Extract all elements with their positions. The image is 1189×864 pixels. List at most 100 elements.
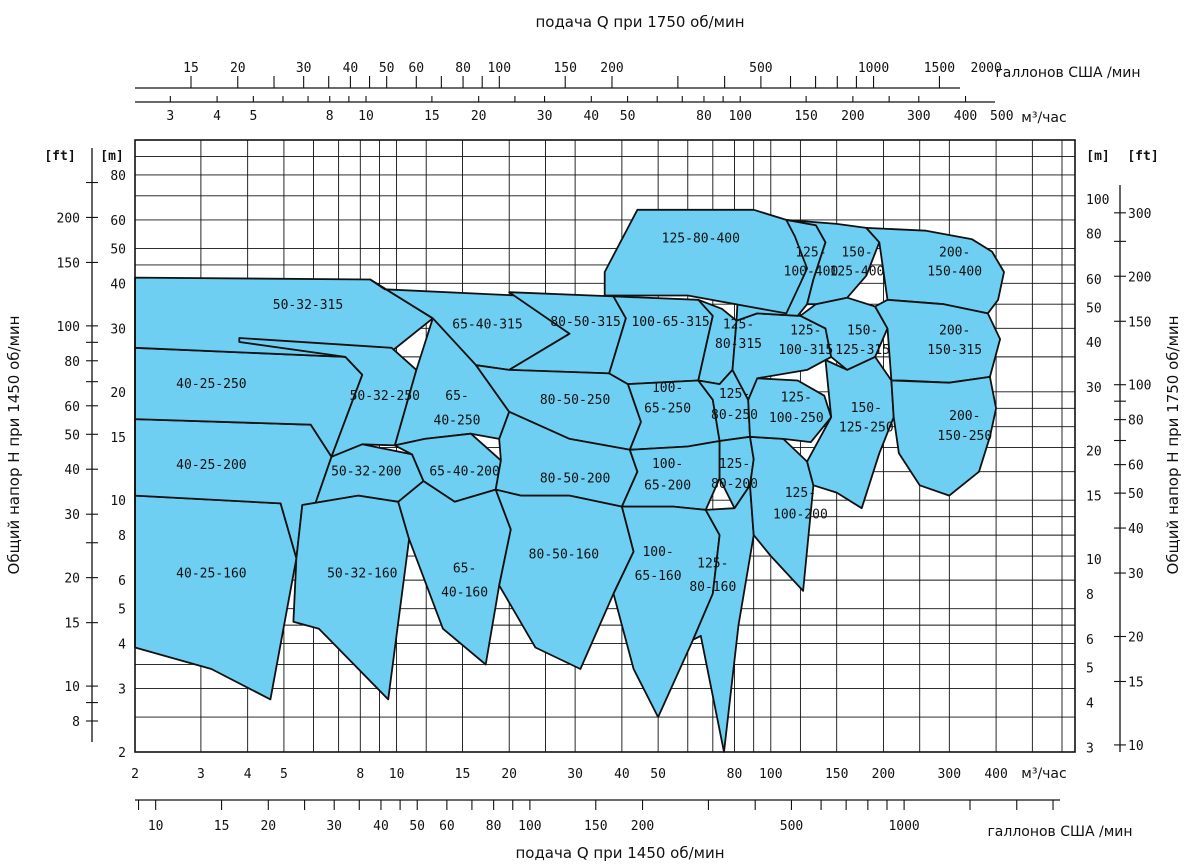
pump-label: 125-315 — [835, 343, 890, 358]
bottom-gpm-tick-label: 10 — [148, 819, 164, 834]
bottom-gpm-tick-label: 80 — [486, 819, 502, 834]
pump-label: 125- — [723, 317, 754, 332]
pump-label: 40-250 — [434, 414, 481, 429]
left-m-tick-label: 20 — [110, 386, 126, 401]
left-m-tick-label: 4 — [118, 638, 126, 653]
left-ft-tick-label: 30 — [64, 508, 80, 523]
right-axis-title: Общий напор H при 1750 об/мин — [1164, 316, 1182, 575]
top-gpm-tick-label: 50 — [379, 61, 395, 76]
top-m3h-tick-label: 80 — [696, 109, 712, 124]
left-ft-tick-label: 15 — [64, 617, 80, 632]
bottom-gpm-tick-label: 200 — [631, 819, 654, 834]
pump-label: 80-50-200 — [540, 472, 610, 487]
bottom-gpm-tick-label: 500 — [780, 819, 803, 834]
pump-label: 80-250 — [711, 408, 758, 423]
top-m3h-tick-label: 200 — [841, 109, 864, 124]
bottom-m3h-tick-label: 30 — [567, 767, 583, 782]
right-m-tick-label: 80 — [1086, 228, 1102, 243]
top-m3h-tick-label: 30 — [537, 109, 553, 124]
top-m3h-unit: м³/час — [1021, 110, 1066, 126]
top-gpm-tick-label: 30 — [296, 61, 312, 76]
right-m-tick-label: 8 — [1086, 588, 1094, 603]
right-ft-tick-label: 15 — [1128, 676, 1144, 691]
left-m-tick-label: 60 — [110, 214, 126, 229]
pump-area-100-65-160 — [612, 505, 721, 718]
pump-label: 65- — [453, 562, 476, 577]
left-m-tick-label: 6 — [118, 574, 126, 589]
bottom-m3h-tick-label: 15 — [455, 767, 471, 782]
bottom-m3h-tick-label: 4 — [244, 767, 252, 782]
pump-label: 100-250 — [769, 411, 824, 426]
left-ft-tick-label: 60 — [64, 400, 80, 415]
top-m3h-tick-label: 40 — [583, 109, 599, 124]
plot-frame — [134, 139, 1076, 753]
top-m3h-tick-label: 50 — [620, 109, 636, 124]
top-m3h-tick-label: 150 — [794, 109, 817, 124]
pump-label: 50-32-160 — [327, 567, 397, 582]
pump-label: 125- — [719, 387, 750, 402]
bottom-axis-title: подача Q при 1450 об/мин — [515, 844, 724, 862]
pump-label: 125-400 — [830, 265, 885, 280]
pump-label: 50-32-250 — [350, 389, 420, 404]
top-m3h-tick-label: 15 — [424, 109, 440, 124]
bottom-gpm-tick-label: 30 — [326, 819, 342, 834]
top-gpm-unit: галлонов США /мин — [995, 65, 1140, 81]
pump-area-50-32-160 — [292, 494, 411, 701]
bottom-gpm-tick-label: 50 — [409, 819, 425, 834]
pump-label: 125-80-400 — [662, 231, 740, 246]
left-ft-tick-label: 80 — [64, 355, 80, 370]
pump-area-125-100-200 — [749, 435, 815, 592]
pump-label: 65-250 — [644, 402, 691, 417]
left-ft-tick-label: 100 — [57, 320, 80, 335]
pump-label: 125- — [781, 391, 812, 406]
bottom-m3h-tick-label: 10 — [389, 767, 405, 782]
bottom-gpm-tick-label: 15 — [214, 819, 230, 834]
pump-label: 125- — [790, 324, 821, 339]
top-m3h-tick-label: 500 — [990, 109, 1013, 124]
right-ft-tick-label: 200 — [1128, 270, 1151, 285]
top-gpm-tick-label: 500 — [749, 61, 772, 76]
pump-label: 200- — [939, 246, 970, 261]
right-m-unit: [m] — [1086, 149, 1109, 164]
pump-label: 80-50-160 — [529, 547, 599, 562]
bottom-gpm-tick-label: 40 — [373, 819, 389, 834]
bottom-m3h-tick-label: 5 — [280, 767, 288, 782]
left-ft-tick-label: 200 — [57, 211, 80, 226]
bottom-m3h-tick-label: 20 — [501, 767, 517, 782]
top-m3h-tick-label: 10 — [358, 109, 374, 124]
pump-labels: 40-25-160 40-25-200 40-25-250 50-32-315 50-3… — [176, 231, 992, 600]
top-gpm-tick-label: 1500 — [924, 61, 955, 76]
left-m-tick-label: 3 — [118, 683, 126, 698]
right-ft-tick-label: 150 — [1128, 315, 1151, 330]
pump-label: 80-315 — [715, 337, 762, 352]
bottom-m3h-tick-label: 40 — [614, 767, 630, 782]
bottom-gpm-unit: галлонов США /мин — [987, 824, 1132, 840]
right-ft-tick-label: 100 — [1128, 379, 1151, 394]
left-m-tick-label: 15 — [110, 431, 126, 446]
bottom-m3h-tick-label: 2 — [131, 767, 139, 782]
pump-label: 80-200 — [711, 477, 758, 492]
pump-label: 150-250 — [937, 429, 992, 444]
pump-label: 125- — [697, 557, 728, 572]
left-m-tick-label: 2 — [118, 746, 126, 761]
top-gpm-tick-label: 1000 — [858, 61, 889, 76]
top-m3h-tick-label: 100 — [728, 109, 751, 124]
pump-label: 150- — [847, 324, 878, 339]
left-ft-tick-label: 150 — [57, 256, 80, 271]
bottom-m3h-tick-label: 300 — [938, 767, 961, 782]
pump-label: 80-160 — [689, 580, 736, 595]
bottom-m3h-tick-label: 100 — [759, 767, 782, 782]
left-ft-unit: [ft] — [44, 149, 75, 164]
left-m-tick-label: 50 — [110, 242, 126, 257]
pump-area-80-50-160 — [494, 488, 635, 670]
pump-label: 100-65-315 — [631, 315, 709, 330]
top-gpm-tick-label: 15 — [183, 61, 199, 76]
pump-label: 40-25-200 — [176, 458, 246, 473]
left-m-tick-label: 40 — [110, 277, 126, 292]
left-m-tick-label: 10 — [110, 494, 126, 509]
top-m3h-tick-label: 300 — [907, 109, 930, 124]
bottom-m3h-unit: м³/час — [1021, 766, 1066, 782]
pump-label: 65- — [445, 389, 468, 404]
top-gpm-tick-label: 40 — [343, 61, 359, 76]
pump-label: 80-50-250 — [540, 393, 610, 408]
